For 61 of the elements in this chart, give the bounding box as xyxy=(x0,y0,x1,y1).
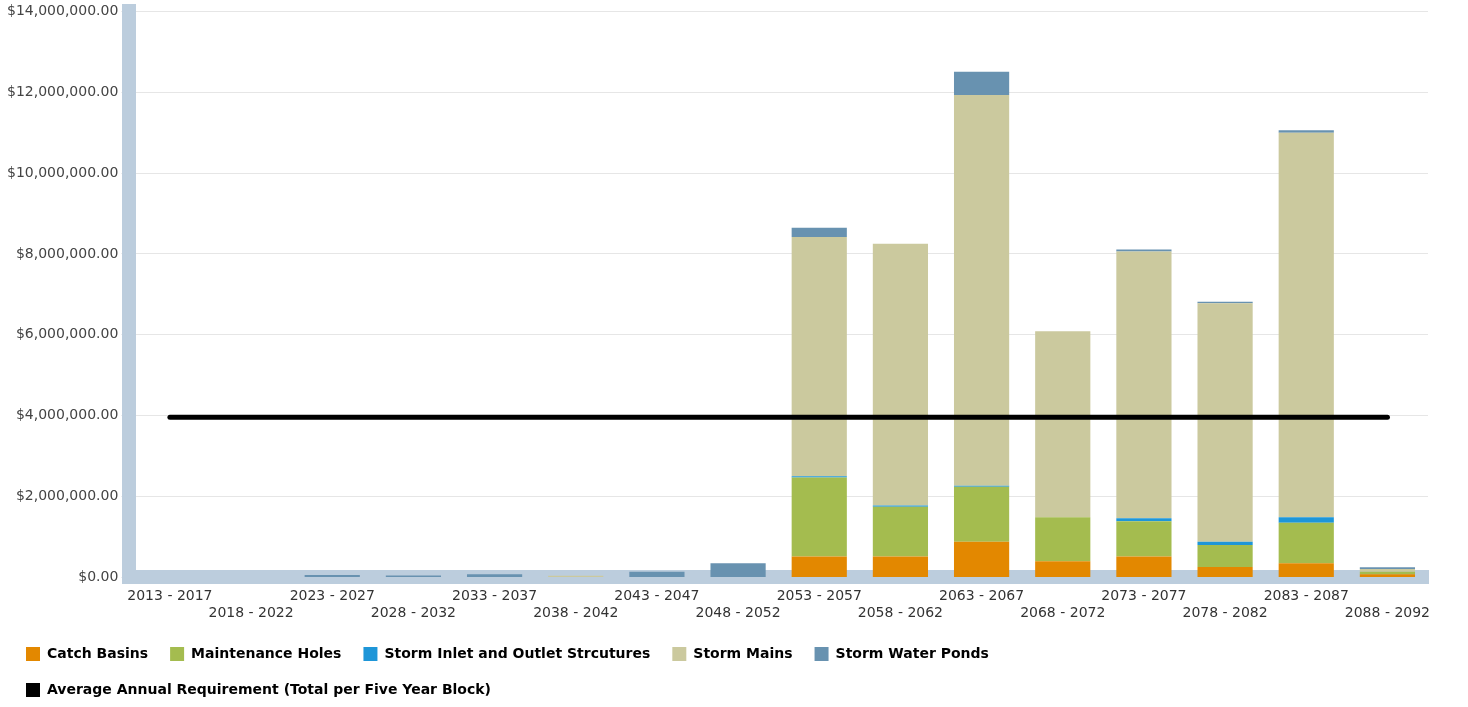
x-tick-label: 2023 - 2027 xyxy=(289,587,375,604)
x-tick-label: 2033 - 2037 xyxy=(451,587,538,604)
x-tick-label: 2058 - 2062 xyxy=(857,604,944,621)
y-tick-label: $8,000,000.00 xyxy=(15,244,119,261)
bar xyxy=(629,571,685,577)
x-tick-label: 2043 - 2047 xyxy=(614,587,700,604)
bar xyxy=(872,556,929,577)
y-tick-label: $0.00 xyxy=(78,568,119,585)
legend-label: Storm Water Ponds xyxy=(835,644,989,661)
bar xyxy=(1035,561,1091,577)
y-tick-label: $2,000,000.00 xyxy=(15,487,119,504)
y-tick-label: $14,000,000.00 xyxy=(6,2,119,19)
x-tick-label: 2038 - 2042 xyxy=(533,604,619,621)
y-tick-label: $10,000,000.00 xyxy=(6,163,119,180)
x-tick-label: 2078 - 2082 xyxy=(1182,604,1268,621)
x-tick-label: 2028 - 2032 xyxy=(370,604,457,621)
x-tick-label: 2013 - 2017 xyxy=(127,587,213,604)
bar xyxy=(1197,303,1253,542)
x-tick-label: 2053 - 2057 xyxy=(776,587,862,604)
bar xyxy=(791,227,847,237)
legend-label: Storm Mains xyxy=(693,644,793,661)
bar xyxy=(1278,517,1334,523)
bar xyxy=(1116,521,1172,557)
bar xyxy=(1197,541,1253,546)
y-tick-label: $4,000,000.00 xyxy=(15,406,119,423)
bar xyxy=(953,486,1010,542)
bar xyxy=(1197,545,1253,567)
bar xyxy=(791,556,847,577)
bar xyxy=(791,477,847,557)
bar xyxy=(953,71,1010,96)
bar xyxy=(1116,249,1172,252)
legend-label: Average Annual Requirement (Total per Five Year Block) xyxy=(47,680,491,697)
bar xyxy=(466,574,523,577)
legend-label: Catch Basins xyxy=(47,644,149,661)
x-tick-label: 2073 - 2077 xyxy=(1101,587,1187,604)
bar xyxy=(1116,556,1172,577)
x-tick-label: 2063 - 2067 xyxy=(938,587,1025,604)
bar xyxy=(1197,566,1253,577)
bar xyxy=(1116,251,1172,519)
x-tick-label: 2083 - 2087 xyxy=(1263,587,1349,604)
y-tick-label: $12,000,000.00 xyxy=(6,82,119,99)
bar xyxy=(1116,518,1172,522)
bar xyxy=(1278,563,1334,577)
bar xyxy=(1278,522,1334,564)
x-tick-label: 2068 - 2072 xyxy=(1020,604,1106,621)
bar xyxy=(1035,331,1091,518)
legend-label: Storm Inlet and Outlet Strcutures xyxy=(384,644,651,661)
bar xyxy=(953,541,1010,577)
bar xyxy=(1035,517,1091,562)
x-tick-label: 2018 - 2022 xyxy=(208,604,294,621)
x-tick-label: 2088 - 2092 xyxy=(1344,604,1431,621)
bar xyxy=(1278,130,1334,133)
bar xyxy=(710,563,766,577)
x-tick-label: 2048 - 2052 xyxy=(695,604,781,621)
bar xyxy=(1278,132,1334,518)
legend-label: Maintenance Holes xyxy=(191,644,342,661)
bar xyxy=(791,236,847,477)
bar xyxy=(872,243,929,506)
y-tick-label: $6,000,000.00 xyxy=(15,325,119,342)
bar xyxy=(953,95,1010,486)
bar xyxy=(872,506,929,557)
